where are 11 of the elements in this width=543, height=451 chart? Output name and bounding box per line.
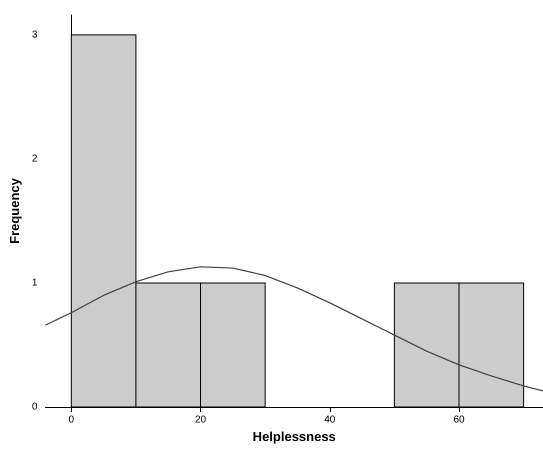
y-tick-label: 3	[32, 29, 38, 40]
x-axis-title: Helplessness	[252, 428, 336, 444]
x-tick-label: 40	[324, 414, 336, 426]
x-tick-label: 20	[194, 414, 207, 426]
y-tick-label: 0	[32, 402, 38, 412]
y-tick-label: 2	[32, 153, 38, 164]
y-tick-label: 1	[32, 277, 38, 288]
x-tick-label: 0	[68, 414, 75, 426]
x-tick-label: 60	[453, 414, 465, 426]
line-series	[44, 266, 543, 392]
y-axis-title: Frequency	[7, 177, 22, 244]
